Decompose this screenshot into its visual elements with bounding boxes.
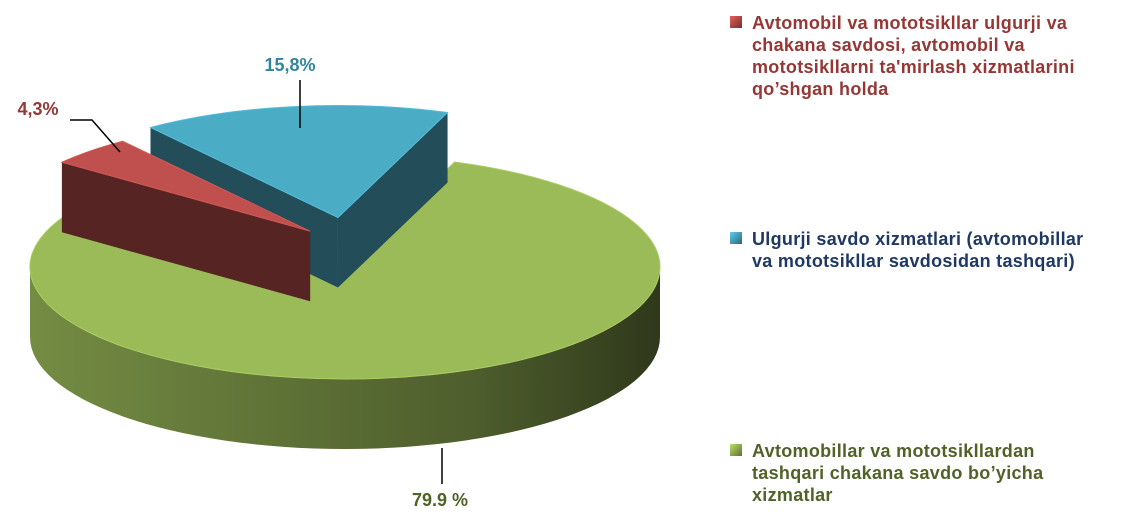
pie-chart: 4,3% 15,8% 79.9 % [17,55,661,510]
data-label: 4,3% [17,99,58,119]
legend-swatch [730,444,742,456]
legend-label: Avtomobillar va mototsikllardan tashqari… [752,441,1044,505]
slice-cut-face [337,112,448,288]
data-label: 15,8% [264,55,315,75]
legend-swatch [730,232,742,244]
legend-swatch [730,16,742,28]
slice [60,140,311,302]
slice-top [60,140,311,232]
legend-item: Avtomobil va mototsikllar ulgurji va cha… [730,12,1104,100]
data-label: 79.9 % [412,490,468,510]
legend-item: Ulgurji savdo xizmatlari (avtomobillar v… [730,228,1104,272]
legend-label: Avtomobil va mototsikllar ulgurji va cha… [752,13,1075,99]
legend-label: Ulgurji savdo xizmatlari (avtomobillar v… [752,229,1084,271]
legend-item: Avtomobillar va mototsikllardan tashqari… [730,440,1104,506]
slices [29,104,661,449]
leader-line [70,119,121,153]
slice-side [30,267,660,449]
slice-top [149,104,449,219]
